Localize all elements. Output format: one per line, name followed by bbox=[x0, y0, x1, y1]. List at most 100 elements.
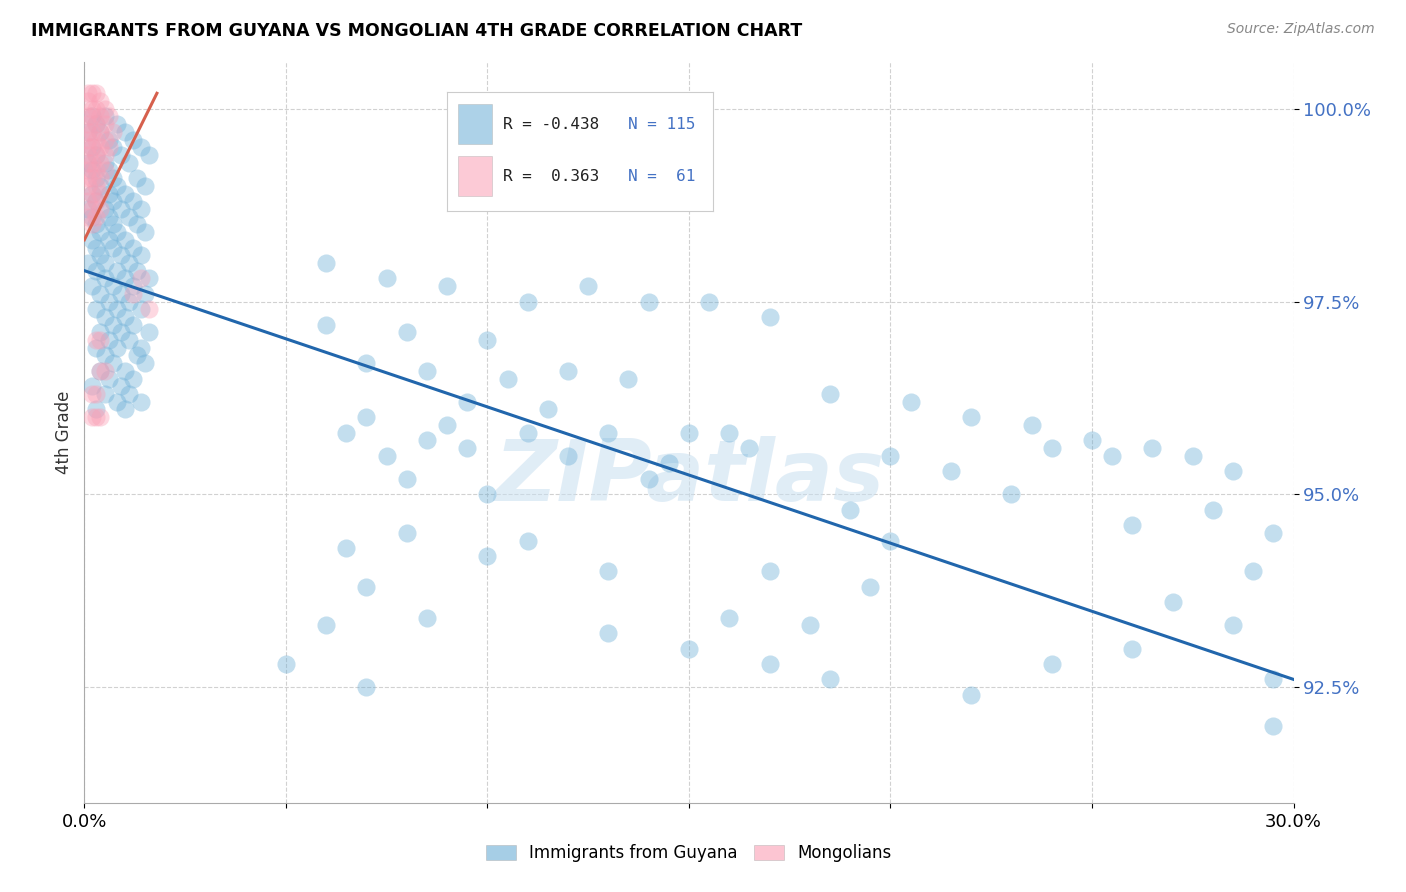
Point bbox=[658, 457, 681, 471]
Point bbox=[82, 202, 104, 216]
Point bbox=[77, 87, 100, 101]
Point bbox=[960, 688, 983, 702]
Point bbox=[125, 218, 148, 232]
Point bbox=[315, 618, 337, 632]
Point bbox=[86, 333, 108, 347]
Point bbox=[93, 364, 115, 378]
Point bbox=[110, 379, 132, 393]
Point bbox=[86, 341, 108, 355]
Point bbox=[1161, 595, 1184, 609]
Point bbox=[879, 533, 901, 548]
Point bbox=[879, 449, 901, 463]
Point bbox=[617, 371, 640, 385]
Point bbox=[134, 356, 156, 370]
Point bbox=[89, 364, 111, 378]
Point bbox=[356, 410, 378, 425]
Point bbox=[77, 210, 100, 224]
Point bbox=[82, 387, 104, 401]
Point bbox=[129, 302, 152, 317]
Text: ZIPatlas: ZIPatlas bbox=[494, 435, 884, 518]
Point bbox=[1241, 565, 1264, 579]
Point bbox=[93, 102, 115, 116]
Point bbox=[86, 387, 108, 401]
Point bbox=[86, 178, 108, 193]
Point bbox=[77, 163, 100, 178]
Point bbox=[134, 225, 156, 239]
Point bbox=[114, 125, 136, 139]
Point bbox=[77, 178, 100, 193]
Point bbox=[1202, 502, 1225, 516]
Point bbox=[89, 186, 111, 201]
Point bbox=[89, 94, 111, 108]
Point bbox=[678, 641, 700, 656]
Point bbox=[738, 441, 761, 455]
Point bbox=[105, 341, 128, 355]
Point bbox=[537, 402, 560, 417]
Point bbox=[859, 580, 882, 594]
Point bbox=[516, 294, 538, 309]
Point bbox=[77, 256, 100, 270]
Point bbox=[86, 302, 108, 317]
Point bbox=[598, 565, 620, 579]
Point bbox=[93, 387, 115, 401]
Point bbox=[86, 132, 108, 146]
Point bbox=[89, 178, 111, 193]
Point bbox=[97, 233, 120, 247]
Point bbox=[416, 364, 439, 378]
Point bbox=[97, 140, 120, 154]
Point bbox=[77, 194, 100, 209]
Point bbox=[114, 186, 136, 201]
Point bbox=[395, 525, 418, 540]
Point bbox=[82, 163, 104, 178]
Point bbox=[77, 148, 100, 162]
Point bbox=[138, 148, 160, 162]
Point bbox=[101, 171, 124, 186]
Point bbox=[105, 394, 128, 409]
Point bbox=[82, 155, 104, 169]
Point bbox=[1121, 518, 1143, 533]
Point bbox=[121, 286, 143, 301]
Point bbox=[121, 318, 143, 332]
Point bbox=[77, 125, 100, 139]
Point bbox=[395, 472, 418, 486]
Point bbox=[416, 434, 439, 448]
Point bbox=[82, 171, 104, 186]
Point bbox=[1040, 441, 1063, 455]
Point bbox=[118, 387, 141, 401]
Point bbox=[134, 286, 156, 301]
Point bbox=[89, 125, 111, 139]
Point bbox=[86, 210, 108, 224]
Point bbox=[1222, 464, 1244, 478]
Point bbox=[82, 210, 104, 224]
Point bbox=[1263, 673, 1285, 687]
Point bbox=[839, 502, 862, 516]
Point bbox=[1142, 441, 1164, 455]
Point bbox=[678, 425, 700, 440]
Point bbox=[718, 611, 741, 625]
Point bbox=[637, 294, 659, 309]
Point bbox=[118, 294, 141, 309]
Point bbox=[138, 302, 160, 317]
Point bbox=[105, 263, 128, 277]
Point bbox=[86, 171, 108, 186]
Point bbox=[799, 618, 821, 632]
Point bbox=[89, 140, 111, 154]
Point bbox=[86, 218, 108, 232]
Point bbox=[1121, 641, 1143, 656]
Point bbox=[101, 218, 124, 232]
Point bbox=[93, 349, 115, 363]
Point bbox=[86, 117, 108, 131]
Point bbox=[97, 294, 120, 309]
Point bbox=[356, 680, 378, 694]
Point bbox=[82, 233, 104, 247]
Point bbox=[89, 202, 111, 216]
Point bbox=[82, 218, 104, 232]
Point bbox=[110, 202, 132, 216]
Point bbox=[375, 449, 398, 463]
Point bbox=[356, 580, 378, 594]
Point bbox=[86, 102, 108, 116]
Point bbox=[89, 333, 111, 347]
Point bbox=[89, 125, 111, 139]
Point bbox=[93, 256, 115, 270]
Point bbox=[395, 326, 418, 340]
